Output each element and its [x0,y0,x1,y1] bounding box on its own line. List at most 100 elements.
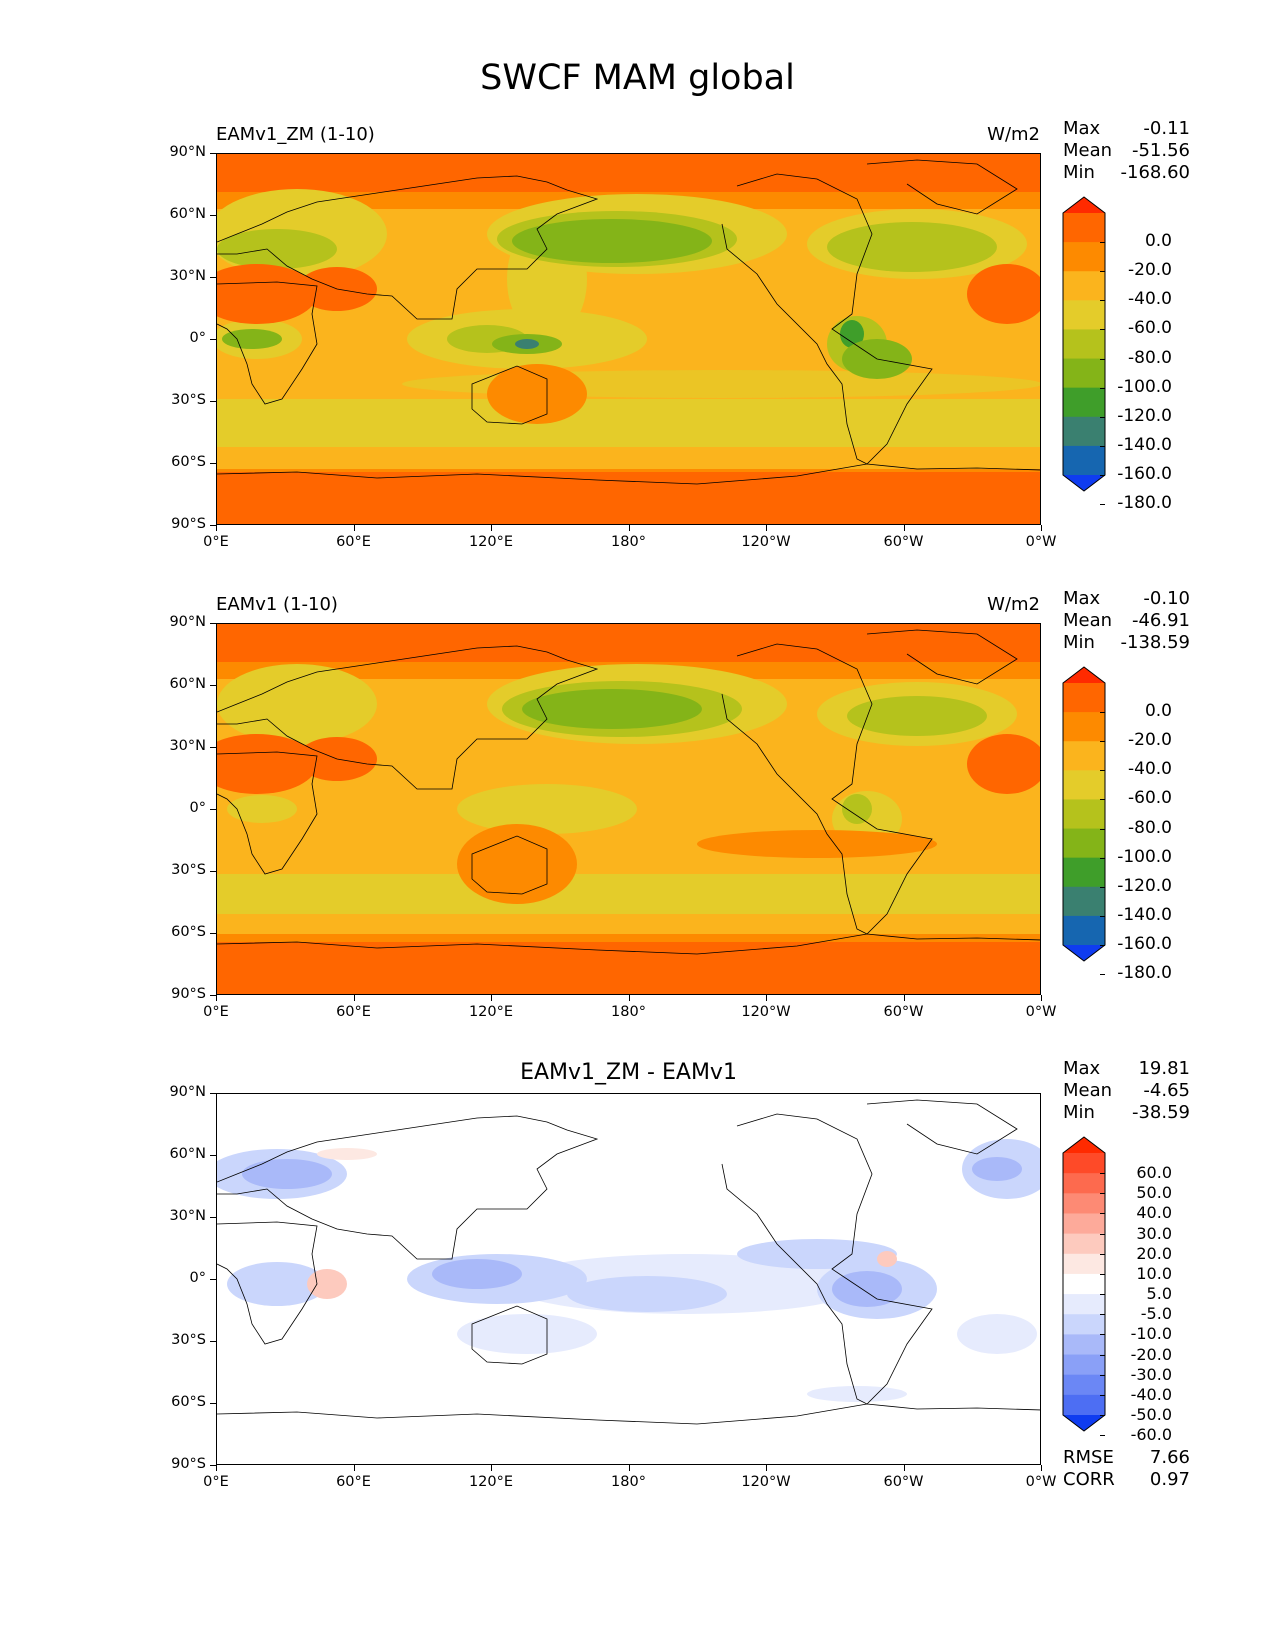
panel2-map [216,623,1041,995]
colorbar-segment [1063,1334,1105,1356]
colorbar-tick [1100,828,1105,830]
colorbar-tick [1100,857,1105,859]
lat-tick [210,1465,216,1467]
lon-tick [766,1465,768,1471]
panel2-stat-min: Min -138.59 [1063,632,1190,653]
panel3-stat-rmse: RMSE 7.66 [1063,1447,1190,1468]
lon-tick [903,995,905,1001]
lon-tick [628,525,630,531]
colorbar-tick [1100,445,1105,447]
lon-label: 60°E [336,534,371,550]
colorbar-label: -20.0 [1128,260,1172,281]
colorbar-label: -180.0 [1117,493,1172,514]
colorbar-label: -100.0 [1117,846,1172,867]
lon-label: 120°E [468,1474,514,1490]
lon-label: 60°W [883,534,924,550]
lon-label: 60°E [336,1004,371,1020]
lon-tick [766,525,768,531]
lat-tick [210,1403,216,1405]
colorbar-tick [1100,945,1105,946]
lat-label: 90°N [169,1084,206,1100]
panel1-stat-mean: Mean -51.56 [1063,140,1190,161]
lat-tick [210,277,216,279]
lon-tick [216,525,218,531]
lat-label: 90°N [169,144,206,160]
lon-tick [491,525,493,531]
colorbar-label: -120.0 [1117,405,1172,426]
colorbar-outline [1062,1136,1106,1432]
panel1-label: EAMv1_ZM (1-10) [216,124,375,145]
coastlines [217,629,1040,955]
panel1-stat-min: Min -168.60 [1063,162,1190,183]
colorbar-tick [1100,1273,1105,1275]
colorbar-outline [1062,666,1106,962]
colorbar-label: -60.0 [1128,788,1172,809]
colorbar-tick [1100,416,1105,418]
lon-tick [491,1465,493,1471]
colorbar-label: 50.0 [1136,1183,1172,1203]
lat-tick [210,747,216,749]
colorbar-tick [1100,770,1105,772]
colorbar-segment [1063,1213,1105,1235]
lat-tick [210,809,216,811]
lat-tick [210,933,216,935]
colorbar-tick [1100,1173,1105,1175]
colorbar-segment [1063,683,1105,713]
lon-tick [1041,995,1043,1001]
colorbar-label: 10.0 [1136,1263,1172,1283]
colorbar-segment [1063,770,1105,800]
lon-label: 60°W [883,1474,924,1490]
colorbar-segment [1063,213,1105,243]
panel2-stat-mean: Mean -46.91 [1063,610,1190,631]
colorbar-tick [1100,712,1105,714]
lon-label: 0°W [1025,534,1057,550]
lat-tick [210,685,216,687]
colorbar-tick [1100,741,1105,743]
colorbar-extend-bottom [1063,475,1105,491]
colorbar-label: -160.0 [1117,934,1172,954]
colorbar-segment [1063,712,1105,742]
colorbar-label: -140.0 [1117,434,1172,455]
colorbar-segment [1063,1173,1105,1194]
panel1-units: W/m2 [987,124,1040,145]
lat-label: 60°N [169,206,206,222]
lon-tick [216,1465,218,1471]
lon-label: 0°W [1025,1474,1057,1490]
lat-label: 30°S [171,862,206,878]
lat-label: 0° [189,330,206,346]
lon-tick [1041,525,1043,531]
lat-tick [210,401,216,403]
colorbar-label: -40.0 [1130,1384,1172,1404]
colorbar-label: -50.0 [1130,1405,1172,1424]
lon-label: 120°W [741,1004,791,1020]
lon-label: 120°W [741,1474,791,1490]
lon-tick [353,525,355,531]
colorbar-tick [1100,1394,1105,1396]
lon-label: 0°E [203,534,229,550]
lon-label: 180° [611,1004,646,1020]
lon-label: 120°W [741,534,791,550]
lat-label: 90°S [171,516,206,532]
colorbar-segment [1063,886,1105,917]
colorbar-label: -40.0 [1128,289,1172,310]
lon-tick [353,995,355,1001]
lon-tick [353,1465,355,1471]
lat-tick [210,1155,216,1157]
lon-tick [628,1465,630,1471]
colorbar-segment [1063,1273,1105,1295]
panel3-stat-max: Max 19.81 [1063,1058,1190,1079]
lon-tick [491,995,493,1001]
colorbar-label: -120.0 [1117,875,1172,896]
lat-label: 60°S [171,1394,206,1410]
lat-tick [210,1279,216,1281]
lat-tick [210,871,216,873]
colorbar-segment [1063,1294,1105,1315]
lat-label: 30°S [171,1332,206,1348]
colorbar-segment [1063,416,1105,447]
lat-label: 90°S [171,986,206,1002]
colorbar-tick [1100,271,1105,273]
colorbar-label: -100.0 [1117,376,1172,397]
colorbar-label: -40.0 [1128,759,1172,780]
colorbar-label: 0.0 [1144,231,1172,252]
colorbar-panel3 [1062,1136,1106,1432]
